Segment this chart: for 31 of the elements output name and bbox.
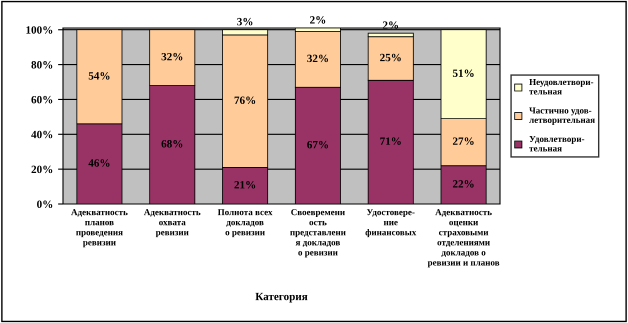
x-axis-title: Категория xyxy=(255,292,308,302)
y-tick-label: 20% xyxy=(32,166,52,174)
data-label: 46% xyxy=(88,159,110,167)
data-label: 68% xyxy=(162,140,182,148)
legend-label: Неудовлетвори- тельная xyxy=(529,79,594,95)
data-label: 25% xyxy=(380,54,401,62)
x-tick-label: Полнота всех докладов о ревизии xyxy=(218,209,272,238)
y-tick-label: 60% xyxy=(31,96,52,104)
data-label: 2% xyxy=(310,16,326,24)
x-tick-label: Адекватность планов проведения ревизии xyxy=(71,209,128,248)
data-label: 32% xyxy=(162,52,182,60)
legend-label: Частично удов- летворительная xyxy=(529,108,595,125)
y-tick-label: 40% xyxy=(31,130,52,138)
y-tick-label: 0% xyxy=(37,200,52,208)
x-tick-label: Своевремени ость представлени я докладов о ревизии xyxy=(290,209,346,258)
y-tick-label: 100% xyxy=(26,26,52,34)
legend-label: Удовлетвори- тельная xyxy=(529,136,584,152)
data-label: 32% xyxy=(307,54,328,62)
data-label: 3% xyxy=(237,18,252,26)
data-label: 67% xyxy=(307,140,328,148)
data-label: 21% xyxy=(234,180,256,189)
data-label: 71% xyxy=(380,137,401,145)
x-tick-label: Адекватность оценки страховыми отделениями докладов о ревизии и планов xyxy=(428,209,500,268)
x-tick-label: Адекватность охвата ревизии xyxy=(144,209,200,238)
data-label: 54% xyxy=(88,72,110,80)
data-label: 27% xyxy=(452,137,474,145)
data-label: 76% xyxy=(234,96,256,104)
y-tick-label: 80% xyxy=(31,61,52,69)
data-label: 51% xyxy=(452,69,474,77)
x-tick-label: Удостовере- ние финансовых xyxy=(366,209,416,238)
data-label: 22% xyxy=(452,180,474,188)
